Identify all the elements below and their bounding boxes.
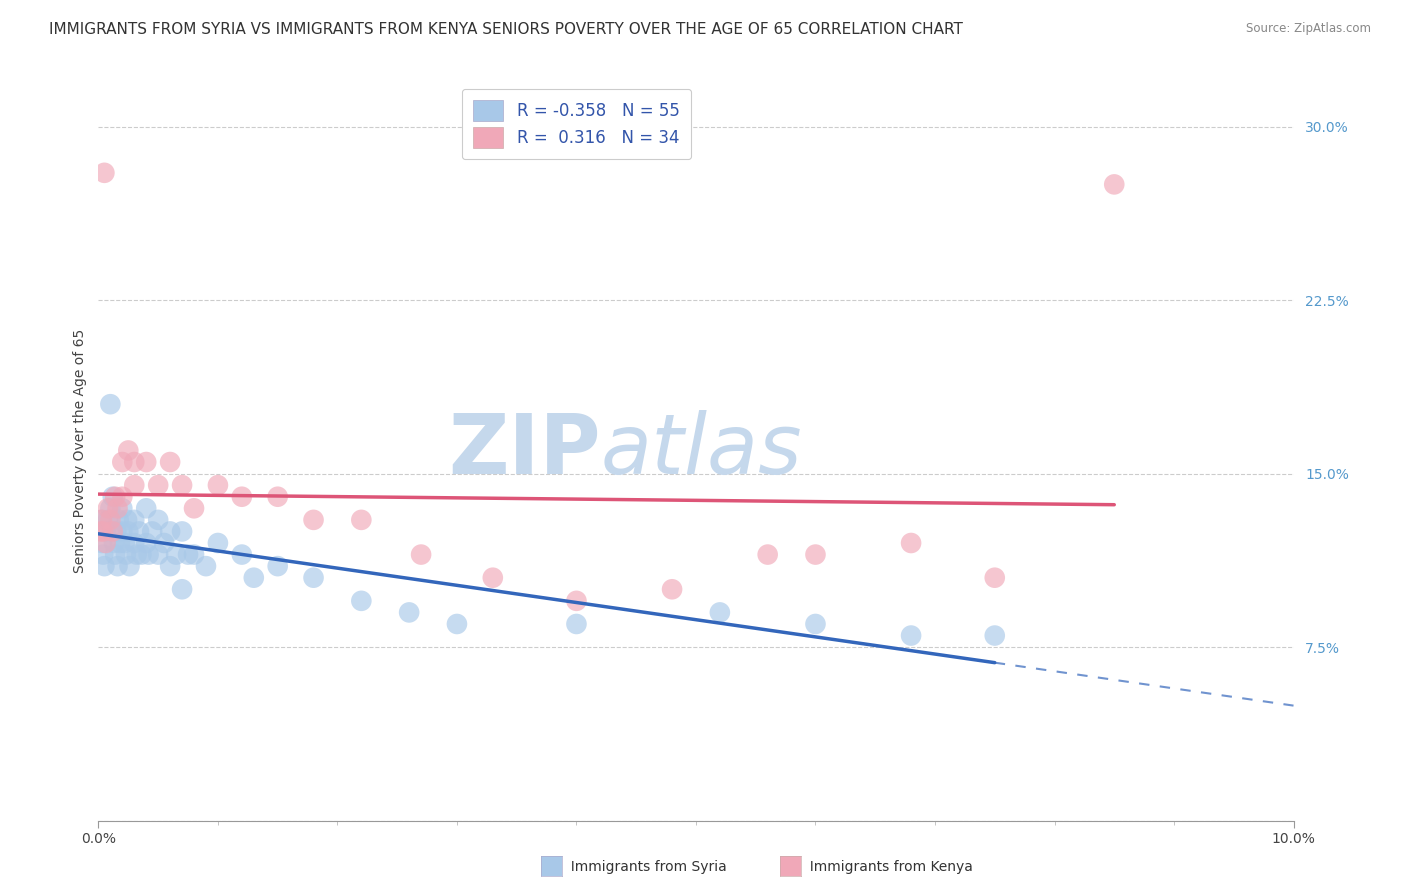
Point <box>124 455 146 469</box>
Point <box>195 559 218 574</box>
Point <box>124 478 146 492</box>
Text: IMMIGRANTS FROM SYRIA VS IMMIGRANTS FROM KENYA SENIORS POVERTY OVER THE AGE OF 6: IMMIGRANTS FROM SYRIA VS IMMIGRANTS FROM… <box>49 22 963 37</box>
Text: Immigrants from Kenya: Immigrants from Kenya <box>801 860 973 874</box>
Point <box>177 548 200 562</box>
Y-axis label: Seniors Poverty Over the Age of 65: Seniors Poverty Over the Age of 65 <box>73 328 87 573</box>
Point <box>131 548 153 562</box>
Point <box>98 513 122 527</box>
Point <box>267 490 290 504</box>
Point <box>350 594 373 608</box>
Point <box>101 490 124 504</box>
Point <box>148 548 170 562</box>
Point <box>350 513 373 527</box>
Point <box>565 617 588 632</box>
Point <box>231 490 253 504</box>
Text: ZIP: ZIP <box>449 410 600 491</box>
Point <box>756 548 779 562</box>
Point <box>98 397 122 411</box>
Point <box>108 536 131 550</box>
Point <box>267 559 290 574</box>
Point <box>1104 178 1126 192</box>
Point <box>411 548 433 562</box>
Point <box>231 548 253 562</box>
Point <box>97 513 120 527</box>
Point <box>141 524 163 539</box>
Point <box>159 524 181 539</box>
Point <box>93 166 115 180</box>
Point <box>804 617 827 632</box>
Point <box>94 536 117 550</box>
Point <box>153 536 176 550</box>
Point <box>117 443 139 458</box>
Point <box>661 582 683 597</box>
Point <box>984 571 1007 585</box>
Point <box>148 513 170 527</box>
Point <box>91 548 114 562</box>
Point <box>97 501 120 516</box>
Point <box>148 478 170 492</box>
Point <box>984 628 1007 642</box>
Point <box>111 490 134 504</box>
Point <box>111 501 134 516</box>
Point <box>159 455 181 469</box>
Point <box>107 501 129 516</box>
Point <box>302 571 325 585</box>
Point <box>104 490 127 504</box>
Point <box>91 513 114 527</box>
Point <box>183 501 205 516</box>
Point <box>115 548 138 562</box>
Point <box>135 455 157 469</box>
Point <box>124 513 146 527</box>
Legend: R = -0.358   N = 55, R =  0.316   N = 34: R = -0.358 N = 55, R = 0.316 N = 34 <box>461 88 692 160</box>
Point <box>90 524 112 539</box>
Point <box>103 536 125 550</box>
Point <box>207 478 229 492</box>
Point <box>104 548 127 562</box>
Point <box>98 501 122 516</box>
Point <box>118 559 141 574</box>
Point <box>114 536 136 550</box>
Point <box>90 513 112 527</box>
Point <box>111 524 134 539</box>
Point <box>125 548 148 562</box>
Point <box>91 524 114 539</box>
Point <box>482 571 505 585</box>
Point <box>804 548 827 562</box>
Point <box>172 524 194 539</box>
Point <box>94 524 117 539</box>
Point <box>172 582 194 597</box>
Point <box>91 536 114 550</box>
Point <box>565 594 588 608</box>
Point <box>159 559 181 574</box>
Point <box>111 455 134 469</box>
Point <box>207 536 229 550</box>
Text: atlas: atlas <box>600 410 801 491</box>
Point <box>135 536 157 550</box>
Point <box>446 617 468 632</box>
Text: Immigrants from Syria: Immigrants from Syria <box>562 860 727 874</box>
Point <box>900 536 922 550</box>
Point <box>128 524 150 539</box>
Point <box>709 606 731 620</box>
Point <box>107 559 129 574</box>
Point <box>302 513 325 527</box>
Point <box>398 606 420 620</box>
Point <box>135 501 157 516</box>
Point <box>900 628 922 642</box>
Point <box>93 559 115 574</box>
Point <box>117 524 139 539</box>
Point <box>165 548 187 562</box>
Point <box>101 524 124 539</box>
Point <box>115 513 138 527</box>
Text: Source: ZipAtlas.com: Source: ZipAtlas.com <box>1246 22 1371 36</box>
Point <box>105 524 128 539</box>
Point <box>172 478 194 492</box>
Point <box>243 571 266 585</box>
Point <box>124 536 146 550</box>
Point <box>138 548 160 562</box>
Point <box>107 513 129 527</box>
Point <box>183 548 205 562</box>
